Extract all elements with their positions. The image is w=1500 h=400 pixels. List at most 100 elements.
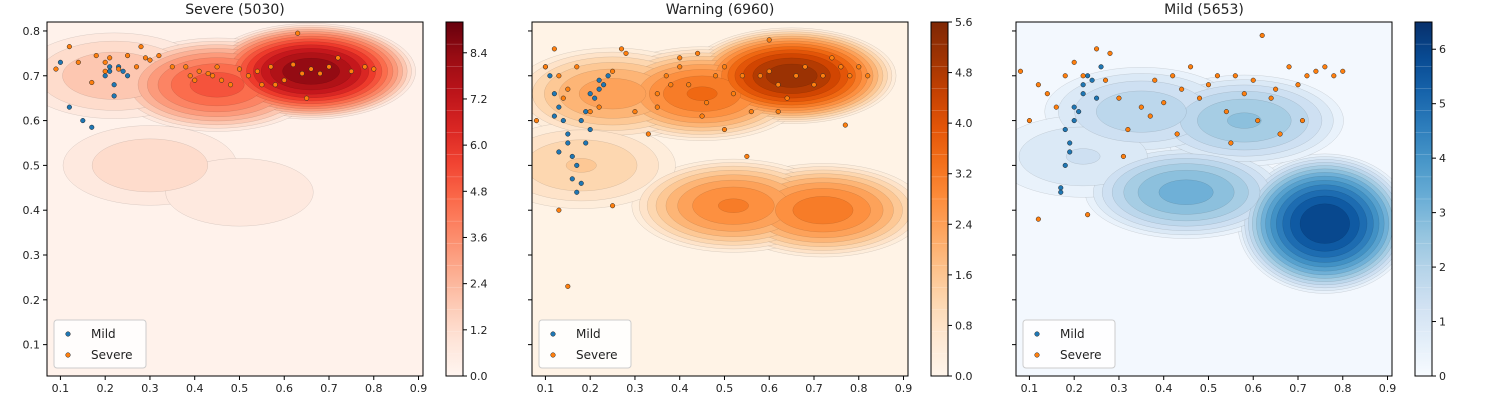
data-point <box>610 68 616 74</box>
data-point <box>1223 109 1229 115</box>
data-point <box>1179 86 1185 92</box>
legend-marker <box>65 331 71 337</box>
contour-band <box>91 138 208 193</box>
colorbar-tick-label: 6 <box>1439 43 1446 56</box>
series-mild <box>1058 64 1104 195</box>
data-point <box>775 82 781 88</box>
data-point <box>583 109 589 115</box>
legend-marker <box>550 352 556 358</box>
legend-label: Severe <box>91 348 133 362</box>
data-point <box>632 109 638 115</box>
data-point <box>111 93 117 99</box>
contour-band <box>792 196 854 225</box>
axes-frame <box>1015 21 1393 377</box>
data-point <box>1026 118 1032 124</box>
data-point <box>601 82 607 88</box>
data-point <box>1340 68 1346 74</box>
data-point <box>245 73 251 79</box>
contour-band <box>1065 148 1101 165</box>
data-point <box>1080 73 1086 79</box>
data-point <box>156 53 162 59</box>
legend-label: Mild <box>1060 327 1085 341</box>
contour-band <box>565 158 597 173</box>
colorbar-frame <box>930 21 949 377</box>
data-point <box>147 57 153 63</box>
subplot-1: Severe (5030) 0.1 0.2 0.3 0.4 0.5 0.6 0.7 0.8 0.9… <box>23 2 488 395</box>
x-tick-label: 0.3 <box>141 382 159 395</box>
data-point <box>89 79 95 86</box>
data-point <box>574 189 580 195</box>
data-point <box>596 77 602 83</box>
data-point <box>205 70 211 77</box>
y-tick-label: 0.1 <box>23 339 41 352</box>
data-point <box>1228 140 1234 146</box>
data-point <box>699 113 705 119</box>
data-point <box>677 55 683 61</box>
colorbar-tick-label: 1 <box>1439 316 1446 329</box>
data-point <box>1058 185 1064 191</box>
data-point <box>551 113 557 119</box>
colorbar-tick-label: 3.2 <box>955 168 973 181</box>
colorbar-tick-label: 7.2 <box>470 93 488 106</box>
data-point <box>569 153 575 159</box>
data-point <box>793 73 799 79</box>
data-point <box>169 64 175 70</box>
data-point <box>1299 118 1306 124</box>
data-point <box>138 44 144 50</box>
data-point <box>784 95 790 101</box>
data-point <box>308 66 314 72</box>
data-point <box>565 131 571 137</box>
x-tick-label: 0.9 <box>895 382 913 395</box>
colorbar-tick-label: 0.8 <box>955 319 973 332</box>
data-point <box>120 68 126 74</box>
legend-marker <box>1034 331 1040 337</box>
data-point <box>219 77 225 83</box>
data-point <box>865 73 871 79</box>
data-point <box>142 55 149 61</box>
x-tick-label: 0.4 <box>1155 382 1173 395</box>
colorbar-tick-label: 1.6 <box>955 269 973 282</box>
legend <box>1022 319 1116 369</box>
data-point <box>80 118 86 124</box>
data-point <box>820 73 826 79</box>
colorbar-tick-label: 8.4 <box>470 47 488 60</box>
data-point <box>1085 212 1091 218</box>
x-tick-label: 0.4 <box>186 382 204 395</box>
colorbar-frame <box>445 21 464 377</box>
data-point <box>254 68 260 74</box>
data-point <box>605 73 611 79</box>
colorbar-tick-label: 0.0 <box>955 370 973 383</box>
data-point <box>578 118 584 124</box>
data-point <box>89 124 95 130</box>
x-tick-label: 0.6 <box>275 382 293 395</box>
data-point <box>757 73 763 79</box>
colorbar <box>931 22 948 376</box>
data-point <box>1120 153 1126 159</box>
data-point <box>102 73 108 79</box>
y-tick-label: 0.7 <box>23 70 41 83</box>
data-point <box>654 91 660 97</box>
axes-frame <box>46 21 424 377</box>
chart-title: Warning (6960) <box>666 2 775 18</box>
data-point <box>236 66 243 72</box>
data-point <box>766 68 772 74</box>
data-point <box>1313 68 1319 74</box>
colorbar-tick-label: 1.2 <box>470 324 488 337</box>
data-point <box>1147 113 1153 119</box>
x-tick-label: 0.3 <box>1110 382 1128 395</box>
x-tick-label: 0.9 <box>1379 382 1397 395</box>
contour-band <box>765 63 818 88</box>
x-tick-label: 0.7 <box>1289 382 1307 395</box>
colorbar-frame <box>1414 21 1433 377</box>
data-point <box>1062 162 1068 168</box>
data-point <box>569 176 575 182</box>
data-point <box>317 70 323 77</box>
data-point <box>547 73 553 79</box>
data-point <box>371 66 377 72</box>
data-point <box>1094 95 1100 101</box>
colorbar <box>446 22 463 376</box>
data-point <box>1174 131 1180 137</box>
data-point <box>1085 73 1091 79</box>
density-field <box>1016 22 1392 376</box>
